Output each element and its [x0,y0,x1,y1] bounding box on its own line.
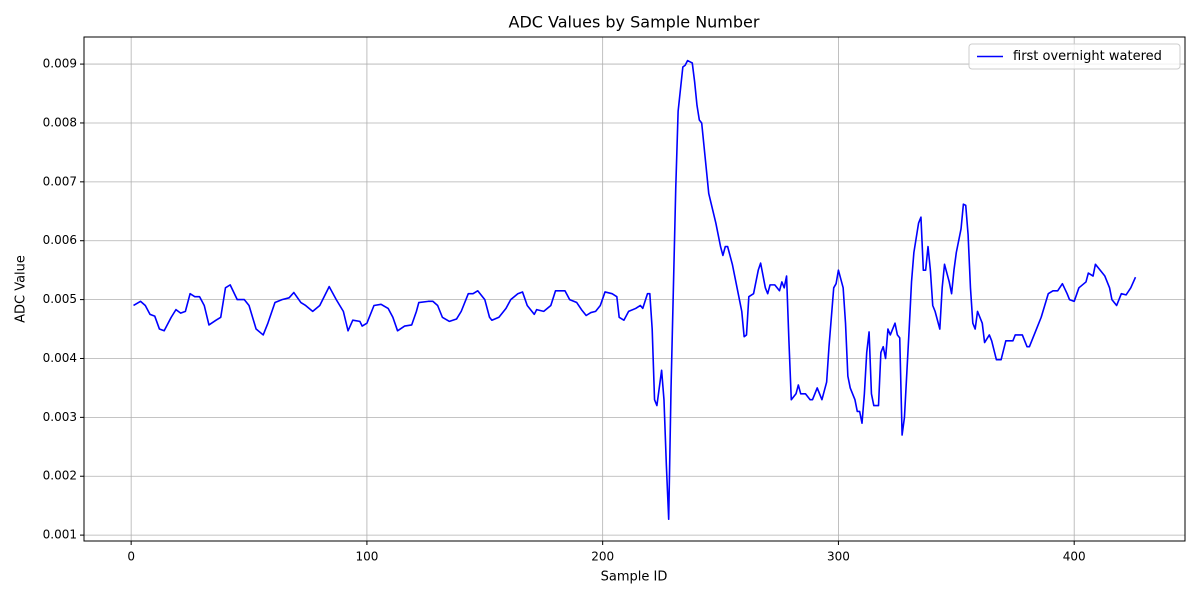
y-tick-label: 0.004 [43,351,77,365]
y-tick-label: 0.006 [43,233,77,247]
legend-label: first overnight watered [1013,49,1162,64]
y-axis-label: ADC Value [14,255,29,323]
plot-frame [83,36,1186,542]
x-tick-label: 0 [127,550,135,564]
y-tick-label: 0.001 [43,528,77,542]
x-tick-label: 300 [827,550,850,564]
legend-box [968,43,1181,70]
x-axis-label: Sample ID [601,570,668,585]
legend: first overnight watered [968,43,1181,70]
y-tick-label: 0.005 [43,292,77,306]
y-tick-label: 0.003 [43,410,77,424]
x-tick-label: 100 [355,550,378,564]
data-line [133,59,1137,521]
x-tick-label: 200 [591,550,614,564]
y-tick-label: 0.007 [43,174,77,188]
x-tick-label: 400 [1063,550,1086,564]
y-tick-label: 0.008 [43,115,77,129]
y-tick-label: 0.002 [43,469,77,483]
chart-title: ADC Values by Sample Number [509,13,760,32]
y-tick-label: 0.009 [43,57,77,71]
